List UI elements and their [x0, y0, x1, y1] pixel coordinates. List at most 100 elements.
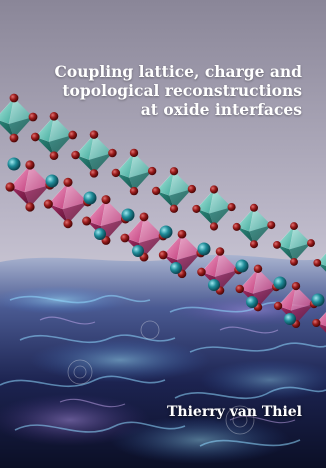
- oxygen-atom: [5, 182, 15, 192]
- oxygen-atom: [43, 199, 53, 209]
- octahedron-teal-face: [9, 98, 33, 124]
- oxygen-atom: [82, 216, 92, 226]
- oxygen-atom: [9, 93, 19, 103]
- octahedron-teal-face: [289, 243, 312, 262]
- cation-atom: [273, 276, 287, 290]
- oxygen-atom: [273, 240, 281, 249]
- octahedron-pink-face: [62, 201, 88, 224]
- octahedron-teal-face: [89, 134, 113, 160]
- octahedron-pink-face: [100, 199, 126, 227]
- oxygen-atom: [152, 186, 161, 196]
- octahedron-pink-face: [10, 187, 31, 207]
- oxygen-atom: [177, 229, 187, 239]
- oxygen-atom: [209, 185, 219, 194]
- oxygen-atom: [312, 318, 321, 328]
- oxygen-atom: [89, 130, 99, 139]
- oxygen-atom: [290, 222, 298, 231]
- book-title: Coupling lattice, charge and topological…: [52, 62, 302, 119]
- octahedron-pink-face: [100, 218, 126, 241]
- perovskite-lattice: [0, 93, 326, 333]
- octahedron-pink-face: [24, 165, 50, 193]
- oxygen-atom: [169, 204, 179, 213]
- oxygen-atom: [120, 233, 130, 243]
- cation-atom: [132, 245, 144, 257]
- oxygen-atom: [111, 168, 121, 178]
- cation-atom: [45, 174, 59, 188]
- octahedron-teal-face: [249, 225, 272, 245]
- octahedron-pink-face: [48, 204, 68, 224]
- oxygen-atom: [291, 281, 301, 291]
- octahedron-teal-face: [249, 207, 272, 232]
- octahedron-teal-face: [35, 136, 54, 156]
- octahedron-teal-face: [209, 189, 232, 214]
- oxygen-atom: [192, 204, 201, 213]
- cation-atom: [311, 293, 325, 307]
- oxygen-atom: [49, 111, 59, 121]
- cation-atom: [121, 208, 135, 222]
- cation-atom: [208, 279, 220, 291]
- oxygen-atom: [129, 148, 139, 158]
- oxygen-atom: [158, 250, 168, 260]
- title-line-1: Coupling lattice, charge and: [54, 62, 302, 81]
- octahedron-pink-face: [253, 268, 277, 294]
- octahedron-pink-face: [138, 216, 164, 244]
- octahedron-teal-face: [49, 135, 73, 156]
- octahedron-pink-face: [162, 233, 183, 261]
- cation-atom: [94, 228, 106, 240]
- oxygen-atom: [215, 247, 225, 256]
- octahedron-teal-face: [89, 153, 113, 174]
- oxygen-atom: [273, 301, 283, 311]
- octahedron-pink-face: [215, 251, 239, 277]
- oxygen-atom: [101, 195, 111, 205]
- author-name: Thierry van Thiel: [167, 404, 302, 420]
- octahedron-teal-face: [236, 226, 254, 245]
- oxygen-atom: [147, 166, 157, 176]
- octahedron-teal-face: [276, 244, 294, 262]
- oxygen-atom: [30, 132, 40, 142]
- octahedron-teal-face: [49, 116, 73, 142]
- octahedron-pink-face: [47, 181, 69, 210]
- oxygen-atom: [253, 264, 263, 274]
- cation-atom: [235, 259, 249, 273]
- octahedron-pink-face: [138, 235, 164, 258]
- oxygen-atom: [232, 222, 241, 231]
- octahedron-pink-face: [24, 184, 50, 207]
- oxygen-atom: [63, 177, 73, 187]
- oxygen-atom: [187, 184, 196, 194]
- oxygen-atom: [25, 160, 35, 170]
- oxygen-atom: [71, 150, 80, 160]
- oxygen-atom: [129, 186, 139, 196]
- oxygen-atom: [139, 212, 149, 222]
- octahedron-pink-face: [239, 288, 258, 308]
- oxygen-atom: [25, 202, 35, 212]
- cation-atom: [83, 191, 97, 205]
- cation-atom: [197, 242, 211, 256]
- octahedron-teal-face: [196, 208, 214, 227]
- cation-atom: [246, 296, 258, 308]
- octahedron-pink-face: [253, 287, 277, 308]
- octahedron-pink-face: [291, 304, 314, 324]
- oxygen-atom: [307, 239, 315, 248]
- cation-atom: [7, 157, 21, 171]
- oxygen-atom: [313, 259, 322, 267]
- title-line-3: at oxide interfaces: [140, 100, 302, 119]
- oxygen-atom: [209, 222, 219, 231]
- octahedron-pink-face: [291, 286, 314, 311]
- octahedron-teal-face: [156, 190, 174, 209]
- cation-atom: [284, 313, 296, 325]
- oxygen-atom: [28, 112, 38, 122]
- cation-atom: [170, 262, 182, 274]
- oxygen-atom: [290, 257, 298, 266]
- oxygen-atom: [89, 169, 99, 178]
- octahedron-teal-face: [169, 189, 192, 209]
- oxygen-atom: [49, 151, 59, 161]
- octahedron-pink-face: [177, 234, 201, 260]
- octahedron-teal-face: [75, 154, 94, 174]
- octahedron-teal-face: [9, 117, 33, 138]
- octahedron-teal-face: [0, 120, 14, 138]
- oxygen-atom: [68, 130, 78, 140]
- octahedron-teal-face: [115, 172, 134, 192]
- oxygen-atom: [9, 133, 19, 143]
- oxygen-atom: [108, 148, 117, 158]
